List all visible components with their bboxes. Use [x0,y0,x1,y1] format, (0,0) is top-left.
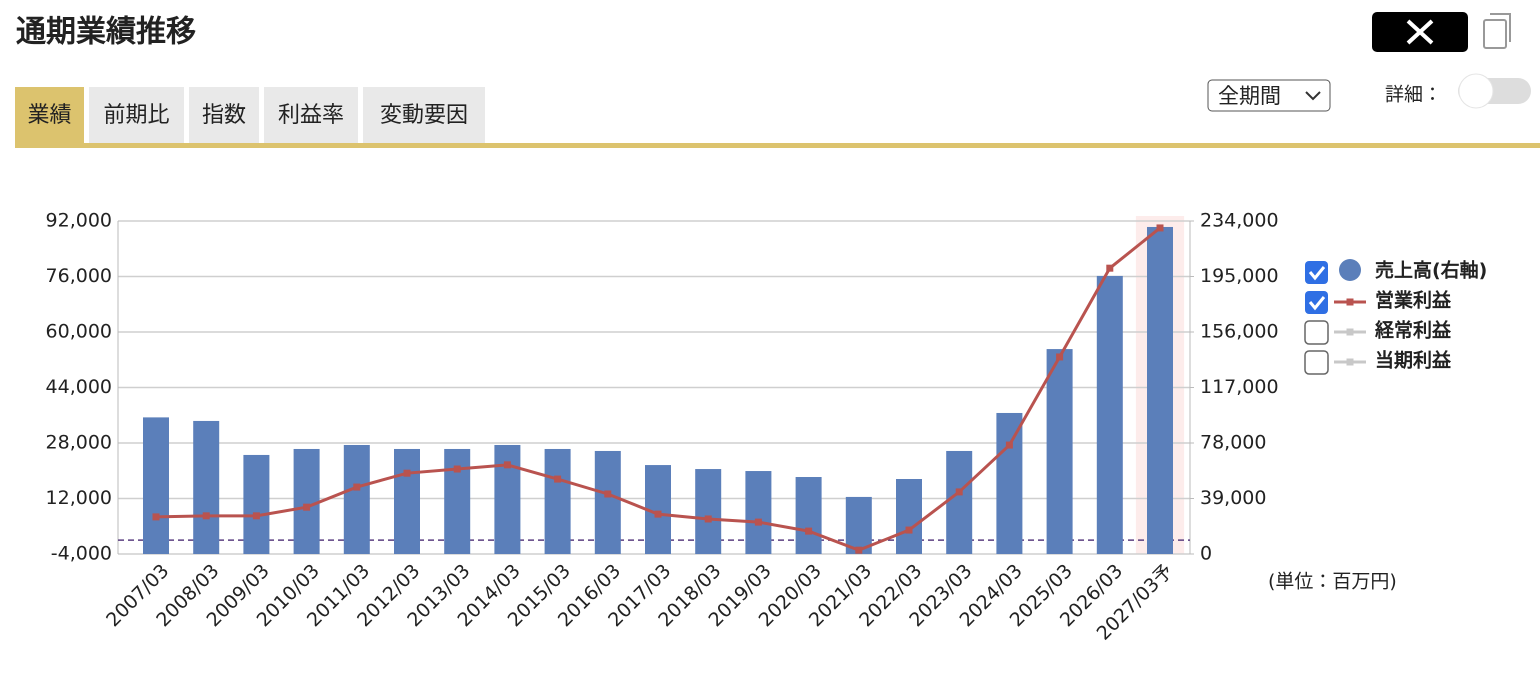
select-arrow [1305,91,1321,101]
line-marker [805,527,813,535]
y2-tick-label: 117,000 [1200,376,1279,398]
line-marker [1005,441,1013,449]
bar [193,420,220,554]
line-marker [353,483,361,491]
legend-checkbox[interactable] [1305,291,1328,314]
bar [243,454,270,554]
line-marker [1106,264,1114,272]
checkmark [1308,296,1326,311]
legend-checkbox[interactable] [1304,350,1329,375]
bar [343,444,370,554]
tab[interactable] [15,87,84,143]
legend-swatch [1339,259,1361,281]
period-select[interactable] [1207,79,1331,112]
legend-label: 売上高(右軸) [1375,259,1487,282]
bar [143,417,169,554]
page-title: 通期業績推移 [16,15,196,50]
copy-icon-back [1490,13,1511,42]
y-tick-label: 28,000 [46,432,112,454]
toggle-knob [1458,73,1494,109]
tab-label: 利益率 [278,103,344,128]
line-marker [303,503,311,511]
legend-label: 営業利益 [1375,289,1452,312]
detail-label: 詳細： [1385,84,1442,106]
bar [845,496,872,554]
line-marker [654,510,662,518]
bar [1147,226,1173,554]
line-marker [905,526,913,534]
tab-bar: 業績 前期比 指数 利益率 変動要因 [15,87,485,143]
line-marker [1056,353,1064,361]
y2-tick-label: 0 [1200,543,1212,565]
line-marker [704,515,712,523]
y2-tick-label: 156,000 [1200,321,1279,343]
legend-checkbox[interactable] [1304,320,1329,345]
tab-underline [15,143,1540,148]
legend-label: 当期利益 [1375,349,1452,372]
tab[interactable] [264,87,358,143]
bar [444,448,471,554]
tab-label: 変動要因 [380,103,468,128]
legend-marker [1346,298,1354,306]
tab[interactable] [89,87,184,143]
line-marker [453,465,461,473]
line-marker [252,512,260,520]
line-marker [604,490,612,498]
y-tick-label: 44,000 [46,376,112,398]
checkmark [1308,266,1326,281]
line-marker [503,461,511,469]
tab[interactable] [363,87,485,143]
line-marker [754,518,762,526]
bar [1046,349,1073,554]
tab-label: 業績 [27,103,71,128]
bar [695,469,722,554]
bar [795,477,822,554]
unit-note: (単位：百万円) [1268,571,1397,593]
bar [394,448,420,554]
line-marker [1156,224,1164,232]
line-marker [202,512,210,520]
y-tick-label: -4,000 [51,543,112,565]
period-select-label: 全期間 [1218,84,1281,108]
tab[interactable] [189,87,259,143]
tab-label: 指数 [202,103,246,128]
bar [745,471,772,554]
legend-marker [1346,358,1354,366]
y-tick-label: 60,000 [46,321,112,343]
bar [896,479,922,554]
bar [594,450,621,554]
chart: -4,000 12,000 28,000 44,000 60,000 76,000 92,0… [46,210,1279,645]
line-marker [855,546,863,554]
y2-tick-label: 195,000 [1200,265,1279,287]
y2-tick-label: 234,000 [1200,210,1279,232]
y-tick-label: 92,000 [46,210,112,232]
y2-tick-label: 39,000 [1200,487,1266,509]
copy-icon[interactable] [1483,19,1507,49]
bar [1096,275,1123,554]
legend-marker [1346,328,1354,336]
line-marker [554,475,562,483]
bar [494,444,521,554]
line-marker [152,513,160,521]
legend-checkbox[interactable] [1305,261,1328,284]
y-tick-label: 12,000 [46,487,112,509]
y-tick-label: 76,000 [46,265,112,287]
bar [544,448,571,554]
line-marker [955,488,963,496]
y2-tick-label: 78,000 [1200,432,1266,454]
bar [946,450,973,554]
line-marker [403,469,411,477]
bar [293,448,320,554]
tab-label: 前期比 [103,103,169,128]
x-logo [1406,19,1434,45]
bar [996,412,1023,554]
legend-label: 経常利益 [1374,319,1452,342]
